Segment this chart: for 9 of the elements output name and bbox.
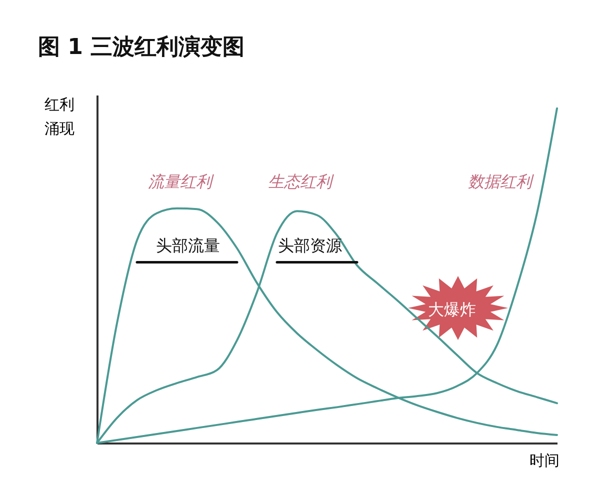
y-axis-title: 红利涌现 — [44, 96, 74, 138]
series-label: 数据红利 — [468, 172, 534, 191]
annotation: 头部流量 — [156, 236, 220, 255]
series-label: 流量红利 — [148, 172, 214, 191]
series-label: 生态红利 — [268, 172, 334, 191]
x-axis-title: 时间 — [530, 452, 560, 470]
annotation: 大爆炸 — [428, 300, 476, 319]
annotation: 头部资源 — [278, 236, 342, 255]
chart-title: 图 1 三波红利演变图 — [38, 34, 245, 60]
